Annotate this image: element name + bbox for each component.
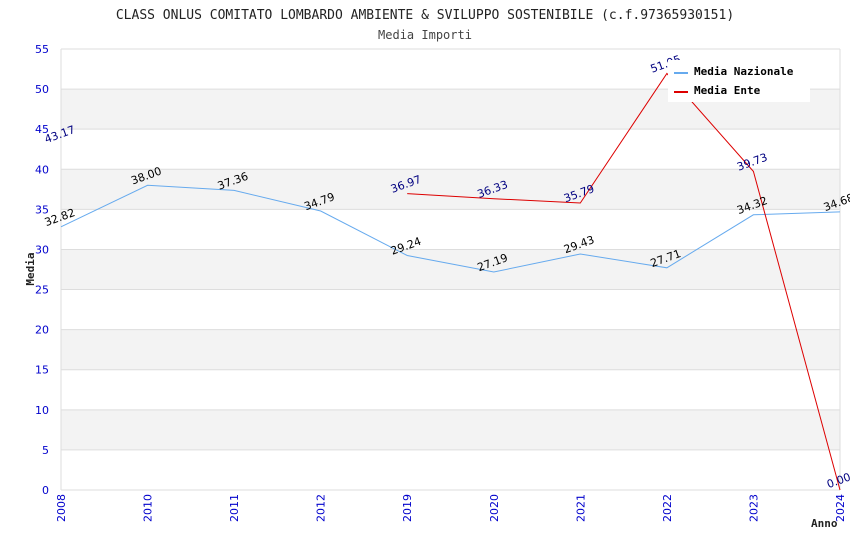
- x-tick-label: 2020: [488, 494, 501, 522]
- x-tick-label: 2022: [661, 494, 674, 522]
- series-line-media-ente: [407, 72, 841, 491]
- x-tick-label: 2023: [747, 494, 760, 522]
- plot-band: [61, 249, 840, 290]
- y-axis-label: Media: [24, 252, 37, 285]
- plot-background: [61, 49, 840, 490]
- x-tick-label: 2024: [834, 494, 847, 522]
- series-line-media-nazionale: [60, 184, 841, 273]
- y-tick-label: 25: [35, 284, 49, 297]
- y-tick-label: 10: [35, 404, 49, 417]
- plot-band: [61, 329, 840, 370]
- legend-label-media-ente: Media Ente: [694, 84, 761, 97]
- y-tick-label: 0: [42, 484, 49, 497]
- y-axis: 0 5 10 15 20 25 30 35 40 45 50 55: [35, 43, 49, 497]
- legend-label-media-nazionale: Media Nazionale: [694, 65, 794, 78]
- y-tick-label: 5: [42, 444, 49, 457]
- x-tick-label: 2019: [401, 494, 414, 522]
- chart-subtitle: Media Importi: [378, 28, 472, 42]
- plot-band: [61, 289, 840, 330]
- y-tick-label: 15: [35, 364, 49, 377]
- x-axis-label: Anno: [811, 517, 838, 530]
- x-tick-label: 2021: [574, 494, 587, 522]
- x-tick-label: 2011: [228, 494, 241, 522]
- y-tick-label: 45: [35, 123, 49, 136]
- legend: Media Nazionale Media Ente: [668, 60, 810, 102]
- y-tick-label: 55: [35, 43, 49, 56]
- x-tick-label: 2008: [55, 494, 68, 522]
- plot-band: [61, 409, 840, 450]
- y-tick-label: 20: [35, 324, 49, 337]
- x-axis: 2008 2010 2011 2012 2019 2020 2021 2022 2023 2024: [55, 494, 847, 522]
- y-tick-label: 35: [35, 203, 49, 216]
- y-tick-label: 50: [35, 83, 49, 96]
- x-tick-label: 2012: [315, 494, 328, 522]
- y-tick-label: 30: [35, 243, 49, 256]
- plot-band: [61, 129, 840, 170]
- y-tick-label: 40: [35, 163, 49, 176]
- grid-lines: [60, 48, 841, 491]
- plot-band: [61, 369, 840, 410]
- legend-box: [668, 60, 810, 102]
- plot-band: [61, 449, 840, 490]
- series-lines: [60, 72, 841, 491]
- plot-band: [61, 169, 840, 210]
- x-tick-label: 2010: [142, 494, 155, 522]
- plot-band: [61, 209, 840, 250]
- chart-title: CLASS ONLUS COMITATO LOMBARDO AMBIENTE &…: [116, 8, 734, 23]
